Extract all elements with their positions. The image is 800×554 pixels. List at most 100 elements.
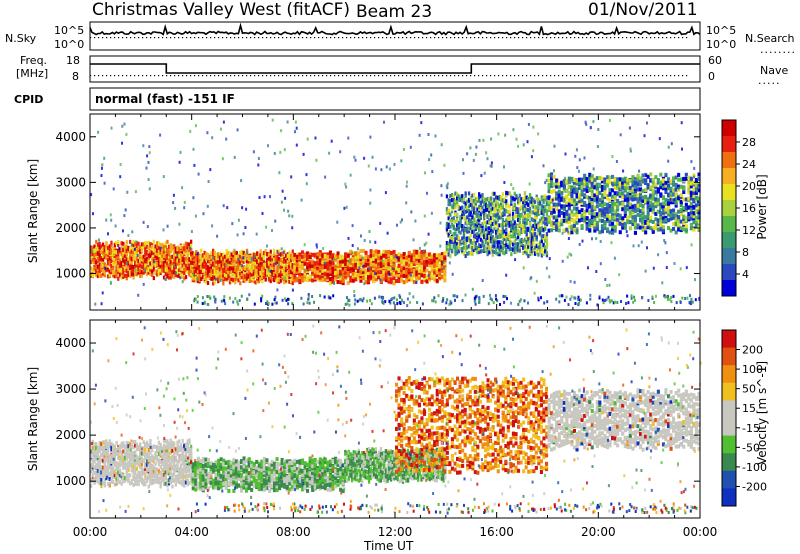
range-cell <box>496 243 499 248</box>
range-cell <box>542 234 545 239</box>
range-cell <box>469 219 472 224</box>
range-cell <box>183 260 186 265</box>
range-cell <box>567 216 571 221</box>
range-cell <box>162 254 166 259</box>
range-cell <box>572 212 576 217</box>
range-cell <box>183 250 186 255</box>
range-cell <box>450 223 454 228</box>
noise-search-point <box>90 37 92 39</box>
range-cell <box>430 254 434 259</box>
range-cell <box>223 266 227 271</box>
range-cell <box>641 215 645 220</box>
range-cell <box>96 264 100 269</box>
range-cell <box>397 279 401 283</box>
range-cell <box>195 266 198 270</box>
range-cell <box>570 176 574 181</box>
range-cell <box>267 276 271 281</box>
noise-search-point <box>618 37 620 39</box>
range-cell <box>129 270 132 275</box>
range-cell <box>618 213 622 218</box>
range-cell <box>392 249 396 254</box>
range-cell <box>659 172 663 177</box>
range-cell <box>377 274 381 279</box>
range-cell <box>169 249 172 254</box>
range-cell <box>646 200 650 205</box>
nave-point <box>106 75 108 77</box>
range-cell <box>159 268 162 273</box>
range-cell <box>415 254 419 259</box>
range-cell <box>341 255 345 260</box>
range-cell <box>397 254 401 259</box>
range-cell <box>471 203 474 208</box>
range-cell <box>286 265 289 269</box>
range-cell <box>454 203 457 208</box>
range-cell <box>532 240 535 244</box>
range-cell <box>481 205 484 210</box>
range-cell <box>169 245 172 250</box>
range-cell <box>474 241 477 245</box>
noise-search-point <box>110 37 112 39</box>
range-cell <box>440 252 444 257</box>
range-cell <box>508 235 511 240</box>
range-cell <box>220 275 223 280</box>
range-cell <box>585 208 589 213</box>
range-cell <box>239 274 242 279</box>
range-cell <box>205 262 208 267</box>
nave-point <box>490 75 492 77</box>
range-cell <box>169 260 172 265</box>
range-cell <box>466 226 469 231</box>
range-cell <box>636 173 640 178</box>
range-cell <box>200 270 203 274</box>
range-cell <box>283 265 286 270</box>
range-cell <box>354 272 358 277</box>
range-cell <box>479 203 482 208</box>
range-cell <box>572 206 576 211</box>
range-cell <box>249 257 252 262</box>
range-cell <box>522 228 525 233</box>
range-cell <box>616 217 620 222</box>
range-cell <box>154 244 157 249</box>
nave-point <box>606 75 608 77</box>
range-cell <box>659 213 663 218</box>
range-cell <box>486 220 489 225</box>
range-cell <box>626 186 630 191</box>
range-cell <box>215 275 218 280</box>
nave-point <box>186 75 188 77</box>
range-cell <box>484 204 488 209</box>
nave-point <box>210 75 212 77</box>
noise-search-point <box>122 37 124 39</box>
range-cell <box>550 222 554 227</box>
range-cell <box>565 218 569 223</box>
range-cell <box>456 245 459 250</box>
noise-panel <box>89 21 701 51</box>
range-cell <box>316 252 320 257</box>
range-cell <box>191 263 194 268</box>
range-cell <box>186 242 189 247</box>
range-cell <box>203 250 206 255</box>
range-cell <box>362 267 366 272</box>
range-cell <box>608 203 612 208</box>
range-cell <box>572 228 576 233</box>
range-cell <box>132 265 135 269</box>
range-cell <box>210 260 213 265</box>
range-cell <box>467 244 471 249</box>
range-cell <box>600 213 604 218</box>
range-cell <box>435 266 439 271</box>
range-cell <box>245 248 249 253</box>
range-cell <box>449 229 452 234</box>
range-cell <box>222 259 225 264</box>
range-cell <box>454 252 457 257</box>
range-cell <box>533 199 537 204</box>
range-cell <box>646 210 650 215</box>
range-cell <box>244 266 247 271</box>
range-cell <box>281 259 284 264</box>
range-cell <box>488 226 491 231</box>
range-cell <box>162 246 166 251</box>
range-cell <box>454 243 457 248</box>
range-cell <box>105 264 108 269</box>
range-cell <box>454 227 457 232</box>
range-cell <box>122 254 125 258</box>
range-cell <box>461 196 464 201</box>
range-cell <box>384 258 388 263</box>
nave-point <box>406 75 408 77</box>
